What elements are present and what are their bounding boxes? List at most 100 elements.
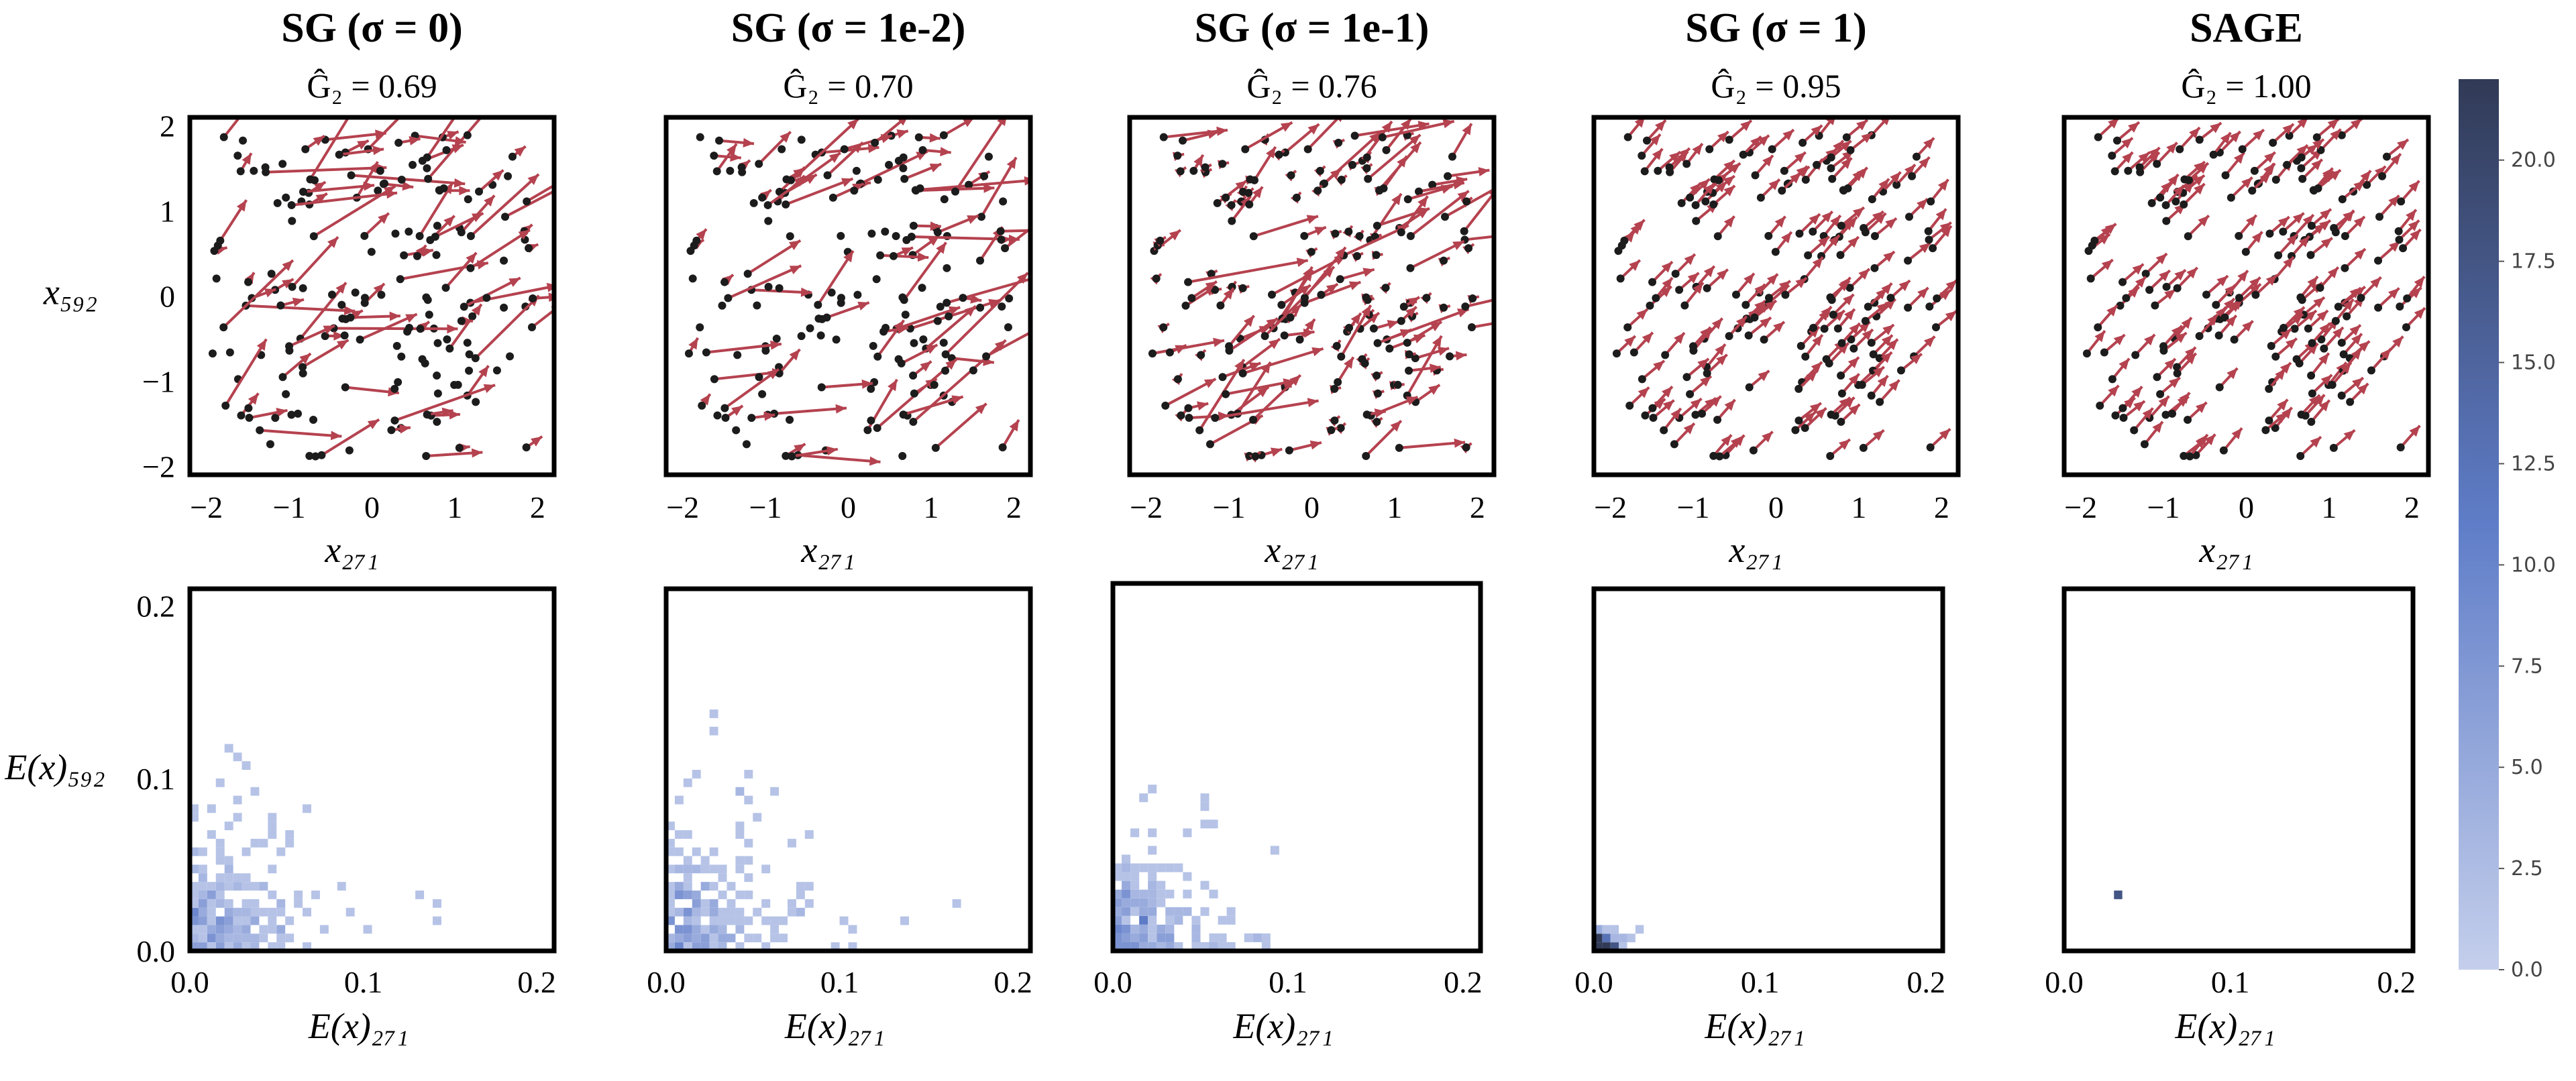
data-point [2328,380,2337,389]
arrow-head [2410,229,2421,241]
y-tick-label: 0.0 [137,934,176,968]
arrow-head [1766,274,1778,285]
heatmap-cell [259,882,268,891]
arrow-head [1307,398,1319,408]
arrow-head [1711,318,1723,330]
arrow-head [1804,412,1815,423]
data-point [997,235,1006,244]
arrow-head [2204,434,2216,446]
arrow-head [1856,119,1868,131]
data-point [527,323,536,332]
heatmap-cell [1130,898,1140,907]
arrow-head [2223,298,2235,310]
heatmap-cell [198,873,207,883]
arrow-head [1642,332,1653,344]
data-point [1001,244,1010,253]
heatmap-cell [1226,907,1236,916]
data-point [899,164,908,172]
arrow-head [327,237,338,248]
data-point [390,384,399,393]
y-tick-label: 0 [160,280,175,314]
arrow-head [282,260,293,272]
heatmap-cell [241,882,251,891]
x-tick-label: −2 [190,490,223,524]
arrow-head [2312,139,2324,150]
arrow-head [945,359,957,370]
heatmap-cell [1183,889,1192,899]
arrow-head [2351,333,2362,345]
arrow-head [1374,408,1386,418]
arrow-head [343,306,356,316]
data-point [1195,426,1204,435]
data-point [2159,342,2168,351]
data-point [2271,175,2280,184]
heatmap-cell [198,882,207,891]
arrow-head [1809,402,1821,414]
data-point [501,213,510,221]
arrow-head [1724,400,1735,411]
data-point [2269,138,2277,147]
x-tick-label: −1 [749,490,782,524]
data-point [405,227,413,236]
data-point [2397,197,2406,206]
arrow-head [2387,288,2400,299]
data-point [471,354,480,363]
arrow-head [1678,148,1690,160]
heatmap-cell [224,899,233,908]
gradient-arrow [706,342,782,354]
arrow-head [1847,357,1859,368]
arrow-head [248,393,259,405]
data-point [1251,452,1260,461]
arrow-head [2220,132,2231,144]
heatmap-cell [683,864,692,874]
arrow-head [2397,139,2408,150]
x-axis-label: E(x)₂₇₁ [1704,1006,1805,1046]
data-point [317,451,326,459]
arrow-head [794,167,805,178]
arrow-head [1344,357,1354,369]
data-point [1184,278,1193,286]
data-point [1313,186,1322,195]
heatmap-cell [1148,898,1157,907]
arrow-head [1268,339,1280,349]
arrow-head [2128,122,2139,133]
arrow-head [2283,257,2294,268]
heatmap-cell [674,933,684,943]
data-point [1771,247,1780,256]
arrow-head [1700,327,1711,339]
data-point [1461,302,1470,311]
data-point [941,350,950,359]
heatmap-cell [2114,891,2123,899]
heatmap-cell [1139,863,1148,872]
heatmap-cell [1165,863,1175,872]
heatmap-cell [241,873,251,883]
data-point [439,184,448,192]
data-point [1791,426,1800,435]
data-point [523,197,531,206]
arrow-head [1778,280,1790,292]
heatmap-cell [674,925,684,934]
arrow-head [1715,344,1725,356]
data-point [1177,411,1185,420]
heatmap-cell [1165,907,1175,916]
data-point [2131,351,2140,359]
arrow-head [2245,215,2257,227]
data-point [1837,418,1845,426]
gradient-arrow [303,184,375,194]
data-point [2343,312,2351,321]
arrow-head [2313,297,2325,308]
heatmap-cell [1122,907,1131,916]
data-point [1205,440,1214,449]
arrow-head [869,456,881,466]
data-point [2161,201,2170,209]
heatmap-cell [1130,889,1140,899]
arrow-head [1919,242,1931,253]
x-tick-label: 0 [1768,490,1784,524]
arrow-head [1848,374,1860,386]
arrow-head [1169,230,1181,241]
heatmap-cell [1191,915,1201,925]
arrow-head [2237,270,2248,282]
x-tick-label: 2 [530,490,545,524]
data-point [916,184,924,192]
arrow-head [2135,276,2146,288]
